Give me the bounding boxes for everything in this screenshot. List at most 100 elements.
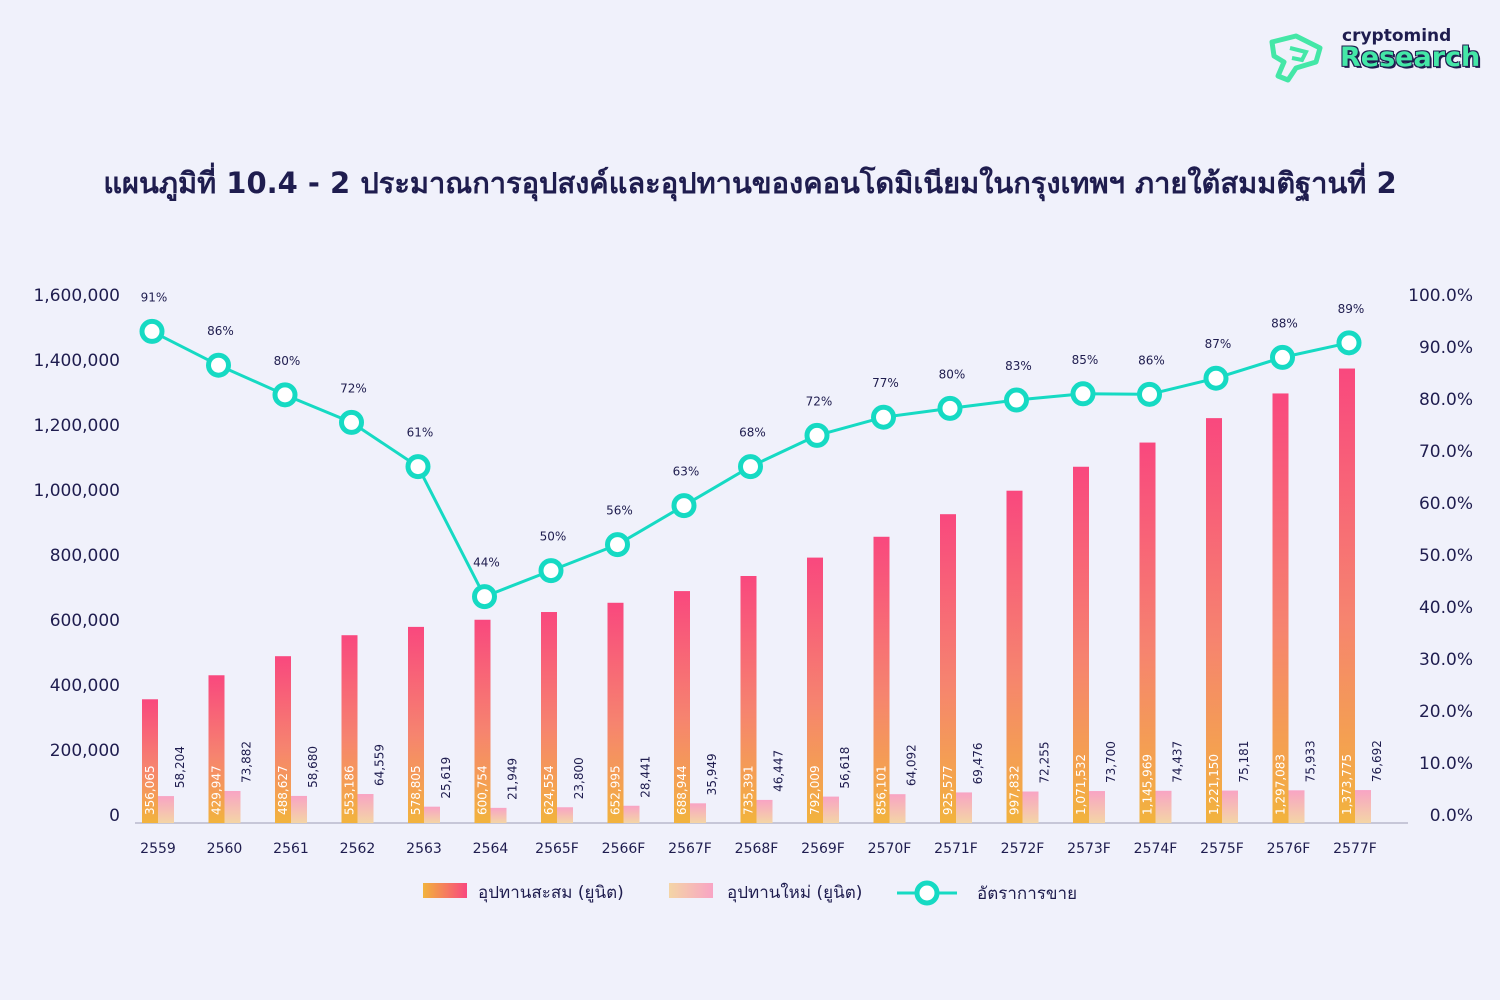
y-right-tick-label: 50.0% <box>1419 546 1473 566</box>
brand: cryptomind Research <box>1262 26 1481 84</box>
x-tick-label: 2563 <box>406 841 442 857</box>
sales-rate-point <box>139 318 165 344</box>
bar-cumulative-label: 578,805 <box>409 765 423 815</box>
bar-new <box>291 795 307 823</box>
sales-rate-label: 80% <box>939 367 966 381</box>
y-right-tick-label: 60.0% <box>1419 494 1473 514</box>
bar-new-label: 25,619 <box>439 757 453 799</box>
sales-rate-label: 86% <box>207 324 234 338</box>
sales-rate-label: 68% <box>739 426 766 440</box>
bar-cumulative <box>1006 490 1023 823</box>
y-left-tick-label: 1,200,000 <box>33 416 120 436</box>
bar-cumulative <box>142 699 158 823</box>
bar-new-label: 69,476 <box>971 742 985 784</box>
sales-rate-point <box>1070 381 1096 407</box>
bar-new <box>158 796 174 823</box>
y-right-tick-label: 100.0% <box>1408 286 1473 306</box>
bar-new <box>1355 790 1371 823</box>
bar-cumulative <box>341 635 358 823</box>
sales-rate-label: 89% <box>1338 302 1365 316</box>
y-axis-left: 0 200,000 400,000 600,000 800,000 1,000,000 1,… <box>33 286 120 826</box>
bar-new-label: 28,441 <box>639 756 653 798</box>
bar-cumulative <box>607 602 624 823</box>
sales-rate-point <box>538 558 564 584</box>
sales-rate-point <box>1270 344 1295 370</box>
bar-new-label: 58,680 <box>306 746 320 788</box>
bar-cumulative <box>1073 466 1089 823</box>
bar-new-label: 73,882 <box>240 741 254 783</box>
sales-rate-label: 88% <box>1271 316 1298 330</box>
y-axis-right: 0.0% 10.0% 20.0% 30.0% 40.0% 50.0% 60.0% 70.0% 8… <box>1408 286 1473 826</box>
brand-name-small: cryptomind <box>1342 26 1452 46</box>
bar-new <box>1089 791 1105 823</box>
bar-cumulative <box>740 575 757 823</box>
bar-new <box>1288 790 1305 823</box>
y-right-tick-label: 40.0% <box>1419 598 1473 618</box>
bar-cumulative-label: 997,832 <box>1008 765 1022 815</box>
bar-cumulative <box>873 536 890 823</box>
sales-rate-label: 85% <box>1072 353 1099 367</box>
sales-rate-label: 56% <box>606 504 633 518</box>
bar-new <box>956 792 972 823</box>
sales-rate-label: 80% <box>274 354 301 368</box>
y-right-tick-label: 30.0% <box>1419 650 1473 670</box>
bar-cumulative <box>541 612 557 823</box>
bar-cumulative <box>208 675 225 823</box>
brand-name-big: Research <box>1340 42 1481 73</box>
bar-new <box>889 794 906 823</box>
bar-cumulative <box>1272 393 1289 823</box>
x-tick-label: 2573F <box>1067 841 1111 857</box>
y-right-tick-label: 20.0% <box>1419 702 1473 722</box>
bar-new <box>756 799 773 823</box>
sales-rate-point <box>272 382 298 408</box>
bar-new-label: 58,204 <box>173 746 187 788</box>
bar-new-label: 21,949 <box>506 758 520 800</box>
bar-cumulative <box>1139 442 1156 823</box>
bar-cumulative-label: 856,101 <box>875 765 889 815</box>
y-left-tick-label: 400,000 <box>50 676 120 696</box>
bar-new-label: 23,800 <box>572 757 586 799</box>
bar-cumulative-label: 1,221,150 <box>1207 754 1221 815</box>
sales-rate-point <box>871 404 896 430</box>
y-left-tick-label: 1,000,000 <box>33 481 120 501</box>
series-sales-rate: 91% 86% 80% 72% 61% 44% 50% 56% 63% 68% 72% 77% 80% 8… <box>139 290 1365 610</box>
sales-rate-label: 86% <box>1138 353 1165 367</box>
sales-rate-label: 77% <box>872 376 899 390</box>
series-new-supply: 58,204 73,882 58,680 64,559 25,619 21,949 23,8… <box>158 740 1384 823</box>
sales-rate-label: 72% <box>806 394 833 408</box>
y-right-tick-label: 10.0% <box>1419 754 1473 774</box>
bar-cumulative-label: 488,627 <box>276 765 290 815</box>
sales-rate-point <box>605 532 630 558</box>
sales-rate-label: 72% <box>340 381 367 395</box>
y-right-tick-label: 80.0% <box>1419 390 1473 410</box>
sales-rate-point <box>1203 365 1229 391</box>
sales-rate-point <box>206 352 231 378</box>
legend-label-cumulative: อุปทานสะสม (ยูนิต) <box>478 883 624 903</box>
legend-label-rate: อัตราการขาย <box>977 884 1077 904</box>
sales-rate-point <box>339 409 364 435</box>
x-tick-label: 2564 <box>473 841 509 857</box>
y-left-tick-label: 1,600,000 <box>33 286 120 306</box>
sales-rate-label: 44% <box>473 556 500 570</box>
bar-cumulative-label: 735,391 <box>742 765 756 815</box>
x-tick-label: 2572F <box>1001 841 1045 857</box>
x-tick-label: 2574F <box>1134 841 1178 857</box>
sales-rate-label: 61% <box>407 426 434 440</box>
bar-cumulative <box>275 656 291 823</box>
sales-rate-point <box>937 395 963 421</box>
x-tick-label: 2566F <box>602 841 646 857</box>
sales-rate-point <box>405 454 431 480</box>
sales-rate-point <box>472 584 497 610</box>
bar-new <box>357 794 374 823</box>
bar-cumulative-label: 429,947 <box>210 765 224 815</box>
bar-new <box>224 790 241 823</box>
bar-new-label: 76,692 <box>1370 740 1384 782</box>
bar-new-label: 75,933 <box>1304 740 1318 782</box>
bar-cumulative <box>1206 418 1222 823</box>
x-tick-label: 2571F <box>934 841 978 857</box>
bar-new <box>823 796 839 823</box>
x-tick-label: 2560 <box>207 841 243 857</box>
bar-new <box>1022 791 1039 823</box>
bar-new <box>690 803 706 823</box>
x-tick-label: 2569F <box>801 841 845 857</box>
